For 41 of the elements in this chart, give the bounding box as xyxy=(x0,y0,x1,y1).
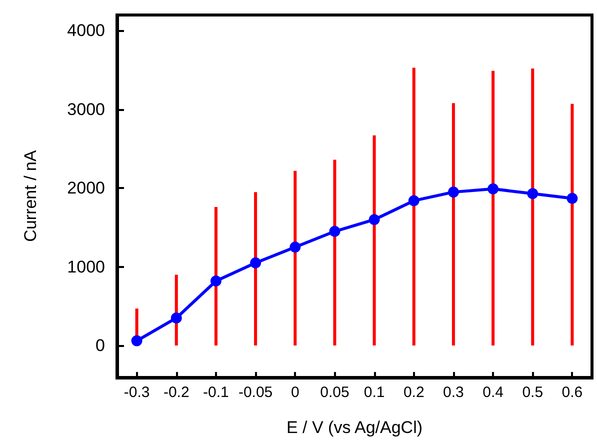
x-tick-label: 0.1 xyxy=(364,384,385,401)
x-tick-label: 0.5 xyxy=(522,384,544,401)
point xyxy=(131,335,142,346)
point xyxy=(527,188,538,200)
point xyxy=(488,183,499,194)
point xyxy=(250,257,262,268)
x-tick-label: -0.05 xyxy=(238,384,273,401)
bar xyxy=(333,160,336,346)
y-axis-title: Current / nA xyxy=(21,150,40,242)
bar xyxy=(531,68,534,346)
point xyxy=(210,275,222,286)
point xyxy=(170,312,182,324)
y-tick-label: 0 xyxy=(96,336,105,356)
bar xyxy=(570,104,574,346)
y-tick-label: 4000 xyxy=(67,21,105,40)
x-tick-label: 0.6 xyxy=(562,384,583,401)
x-tick-label: 0.4 xyxy=(482,384,504,401)
point xyxy=(290,242,301,253)
y-tick-label: 1000 xyxy=(67,257,105,276)
x-tick-label: 0.05 xyxy=(320,384,350,401)
bar xyxy=(254,192,258,346)
y-tick-label: 2000 xyxy=(67,178,105,198)
bar xyxy=(412,68,416,346)
x-tick-label: -0.1 xyxy=(203,384,229,401)
point xyxy=(329,226,340,237)
x-tick-label: -0.3 xyxy=(124,384,150,401)
x-axis-title: E / V (vs Ag/AgCl) xyxy=(286,418,423,437)
point xyxy=(448,186,459,198)
point xyxy=(408,195,420,206)
x-tick-label: 0.2 xyxy=(403,384,424,401)
bar xyxy=(294,170,297,346)
x-tick-label: 0.3 xyxy=(443,384,464,401)
bar xyxy=(452,103,455,346)
point xyxy=(566,192,578,204)
point xyxy=(368,214,380,226)
x-tick-label: -0.2 xyxy=(163,384,190,401)
x-tick-label: 0 xyxy=(290,384,300,401)
bar xyxy=(214,207,218,346)
bar xyxy=(372,135,376,346)
y-tick-label: 3000 xyxy=(67,100,105,119)
bar xyxy=(492,70,495,346)
